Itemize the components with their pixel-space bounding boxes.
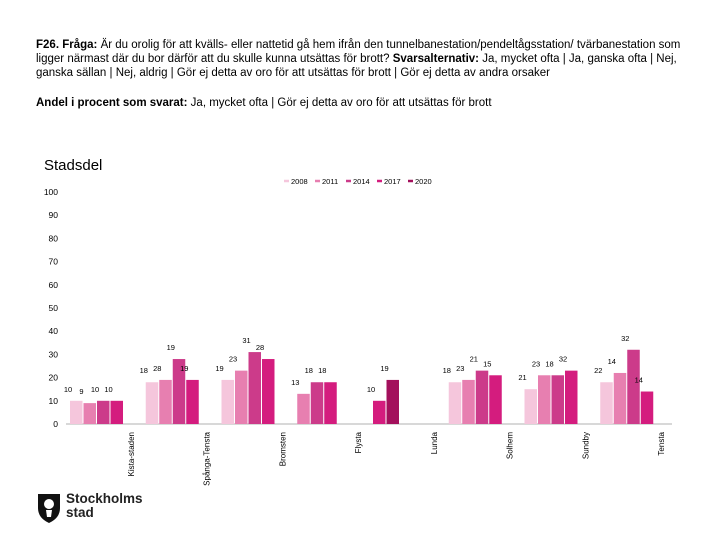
bar-2017 xyxy=(262,359,275,424)
data-label: 14 xyxy=(635,376,643,385)
bar-2017 xyxy=(489,375,502,424)
bar-2011 xyxy=(83,403,96,424)
data-label: 13 xyxy=(291,378,299,387)
y-tick-label: 0 xyxy=(53,419,58,429)
legend-label: 2011 xyxy=(322,177,338,186)
y-tick-label: 20 xyxy=(49,373,59,383)
x-tick-label: Spånga-Tensta xyxy=(203,431,212,485)
chart-subtitle: Andel i procent som svarat: Ja, mycket o… xyxy=(36,96,696,110)
logo-line2: stad xyxy=(66,505,94,520)
data-label: 19 xyxy=(180,364,188,373)
data-label: 18 xyxy=(305,366,313,375)
y-tick-label: 40 xyxy=(49,326,59,336)
legend-label: 2020 xyxy=(415,177,432,186)
bar-2014 xyxy=(248,352,261,424)
data-label: 9 xyxy=(79,387,83,396)
data-label: 18 xyxy=(318,366,326,375)
bar-2014 xyxy=(551,375,564,424)
bar-2008 xyxy=(448,382,462,424)
stockholm-crest-icon xyxy=(38,494,60,523)
bar-2008 xyxy=(524,389,537,424)
bar-2011 xyxy=(159,379,172,424)
legend-label: 2014 xyxy=(353,177,370,186)
bar-2011 xyxy=(235,370,248,424)
data-label: 21 xyxy=(470,355,478,364)
data-label: 23 xyxy=(229,355,237,364)
data-label: 31 xyxy=(242,336,250,345)
y-tick-label: 90 xyxy=(49,210,59,220)
bar-2014 xyxy=(310,382,324,424)
bar-2008 xyxy=(145,382,159,424)
bar-2008 xyxy=(221,379,234,424)
x-tick-label: Solhem xyxy=(506,432,515,459)
data-label: 23 xyxy=(532,359,540,368)
y-tick-label: 70 xyxy=(49,257,59,267)
legend-label: 2017 xyxy=(384,177,401,186)
logo-text: Stockholms stad xyxy=(66,492,143,520)
alternatives-text: Ja, mycket ofta | Ja, ganska ofta | Nej,… xyxy=(36,53,677,79)
bar-2008 xyxy=(70,400,83,424)
bar-2017 xyxy=(186,379,199,424)
question-body: Är du orolig för att kvälls- eller natte… xyxy=(36,39,681,65)
bar-2017 xyxy=(373,400,386,424)
data-label: 10 xyxy=(367,385,375,394)
chart-title: Stadsdel xyxy=(44,157,103,174)
data-label: 19 xyxy=(167,343,175,352)
data-label: 15 xyxy=(483,359,491,368)
data-label: 10 xyxy=(64,385,72,394)
x-tick-label: Lunda xyxy=(430,431,439,454)
subtitle-text: Ja, mycket ofta | Gör ej detta av oro fö… xyxy=(190,97,492,109)
data-label: 23 xyxy=(456,364,464,373)
data-label: 18 xyxy=(443,366,451,375)
y-tick-label: 60 xyxy=(49,280,59,290)
bar-2017 xyxy=(640,391,654,424)
bar-2011 xyxy=(297,393,310,424)
y-tick-label: 30 xyxy=(49,349,59,359)
y-tick-label: 50 xyxy=(49,303,59,313)
bar-2017 xyxy=(565,370,578,424)
bar-2011 xyxy=(538,375,551,424)
data-label: 28 xyxy=(153,364,161,373)
bar-2017 xyxy=(110,400,123,424)
x-tick-label: Flysta xyxy=(354,431,363,453)
bar-2014 xyxy=(97,400,110,424)
question-label: F26. Fråga: xyxy=(36,39,98,51)
bar-2020 xyxy=(386,379,399,424)
x-tick-label: Bromsten xyxy=(278,432,287,466)
data-label: 28 xyxy=(256,343,264,352)
data-label: 18 xyxy=(545,359,553,368)
subtitle-label: Andel i procent som svarat: xyxy=(36,97,188,109)
bar-2014 xyxy=(475,370,489,424)
data-label: 21 xyxy=(518,373,526,382)
bar-2011 xyxy=(462,379,475,424)
bar-2017 xyxy=(324,382,337,424)
y-tick-label: 80 xyxy=(49,233,59,243)
x-tick-label: Sundby xyxy=(581,432,590,459)
logo-line1: Stockholms xyxy=(66,491,143,506)
x-tick-label: Kista-staden xyxy=(127,432,136,476)
data-label: 32 xyxy=(559,355,567,364)
data-label: 14 xyxy=(608,357,616,366)
question-text: F26. Fråga: Är du orolig för att kvälls-… xyxy=(36,38,696,80)
y-tick-label: 100 xyxy=(44,187,58,197)
data-label: 18 xyxy=(140,366,148,375)
data-label: 10 xyxy=(91,385,99,394)
y-tick-label: 10 xyxy=(49,396,59,406)
data-label: 10 xyxy=(104,385,112,394)
legend-label: 2008 xyxy=(291,177,308,186)
alternatives-label: Svarsalternativ: xyxy=(392,53,479,65)
bar-2014 xyxy=(627,349,640,424)
bar-2014 xyxy=(172,359,186,424)
x-tick-label: Tensta xyxy=(657,431,666,455)
data-label: 32 xyxy=(621,334,629,343)
data-label: 19 xyxy=(215,364,223,373)
bar-2011 xyxy=(613,372,627,424)
bar-2008 xyxy=(600,382,613,424)
data-label: 19 xyxy=(380,364,388,373)
data-label: 22 xyxy=(594,366,602,375)
